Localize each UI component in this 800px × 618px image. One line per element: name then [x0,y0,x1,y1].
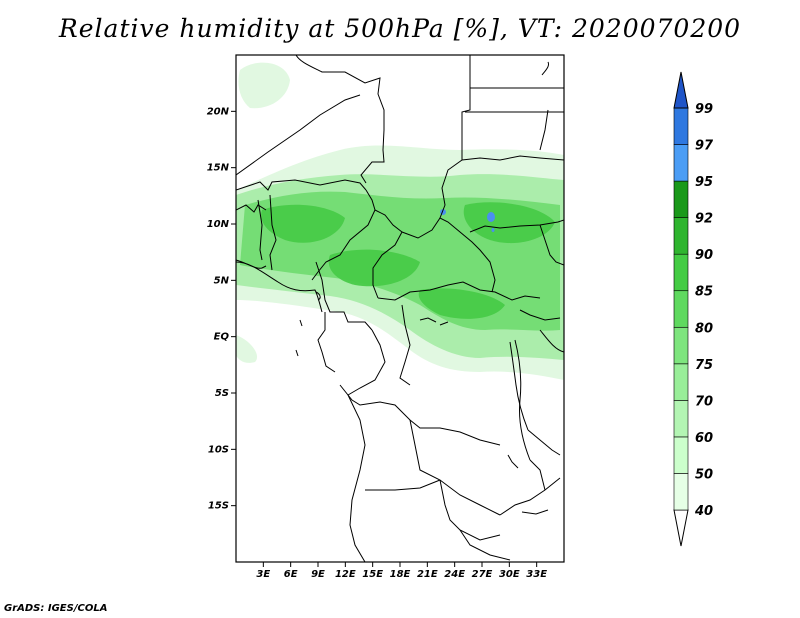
colorbar-swatch [673,180,689,218]
colorbar-swatch [673,400,689,438]
humidity-sw-patch [236,335,258,363]
humidity-peak-3 [491,228,495,232]
colorbar-swatch [673,107,689,145]
humidity-core-east [463,202,555,244]
colorbar-swatch [673,144,689,182]
lat-tick-label: 10N [207,219,230,230]
lat-tick-label: 15N [207,163,230,174]
colorbar-swatch [673,363,689,401]
colorbar-label: 40 [694,504,713,519]
lat-tick-label: EQ [214,332,230,343]
lon-tick-label: 33E [526,569,547,580]
colorbar-swatch [673,217,689,255]
lon-tick-label: 12E [335,569,356,580]
colorbar-label: 85 [695,285,713,300]
colorbar-label: 60 [695,431,713,446]
country-borders [236,55,564,562]
colorbar-swatch [673,436,689,474]
humidity-core-west [261,204,345,243]
colorbar: 40 50 60 70 75 80 85 90 92 95 97 99 [673,71,714,547]
lon-tick-label: 30E [499,569,520,580]
colorbar-label: 80 [695,321,713,336]
lat-tick-label: 10S [208,444,229,455]
lat-tick-label: 20N [207,106,230,117]
humidity-core-south [418,288,505,319]
map-title: Relative humidity at 500hPa [%], VT: 202… [58,14,742,43]
colorbar-swatch [673,326,689,365]
lon-tick-label: 27E [472,569,493,580]
colorbar-label: 97 [695,139,714,154]
lon-tick-label: 9E [311,569,325,580]
colorbar-label: 99 [695,102,713,117]
longitude-axis: 3E 6E 9E 12E 15E 18E 21E 24E 27E 30E 33E [256,562,547,580]
humidity-core-central [328,249,420,287]
colorbar-swatch [673,473,689,511]
colorbar-min-arrow [673,509,689,547]
humidity-field [236,62,564,380]
colorbar-label: 70 [695,394,713,409]
colorbar-max-arrow [673,71,689,109]
credit-text: GrADS: IGES/COLA [4,603,108,614]
colorbar-label: 95 [695,175,713,190]
lat-tick-label: 15S [208,501,229,512]
lon-tick-label: 3E [256,569,270,580]
lon-tick-label: 15E [362,569,383,580]
humidity-north-patch [238,62,290,109]
latitude-axis: 20N 15N 10N 5N EQ 5S 10S 15S [207,106,236,512]
lat-tick-label: 5N [214,275,230,286]
colorbar-label: 50 [695,467,713,482]
colorbar-label: 92 [695,212,713,227]
colorbar-swatch [673,290,689,328]
lon-tick-label: 6E [284,569,298,580]
lat-tick-label: 5S [215,388,229,399]
lon-tick-label: 18E [390,569,411,580]
colorbar-swatch [673,253,689,292]
colorbar-label: 75 [695,358,713,373]
humidity-peak-1 [487,212,495,222]
colorbar-label: 90 [695,248,713,263]
lon-tick-label: 24E [444,569,465,580]
lon-tick-label: 21E [417,569,438,580]
